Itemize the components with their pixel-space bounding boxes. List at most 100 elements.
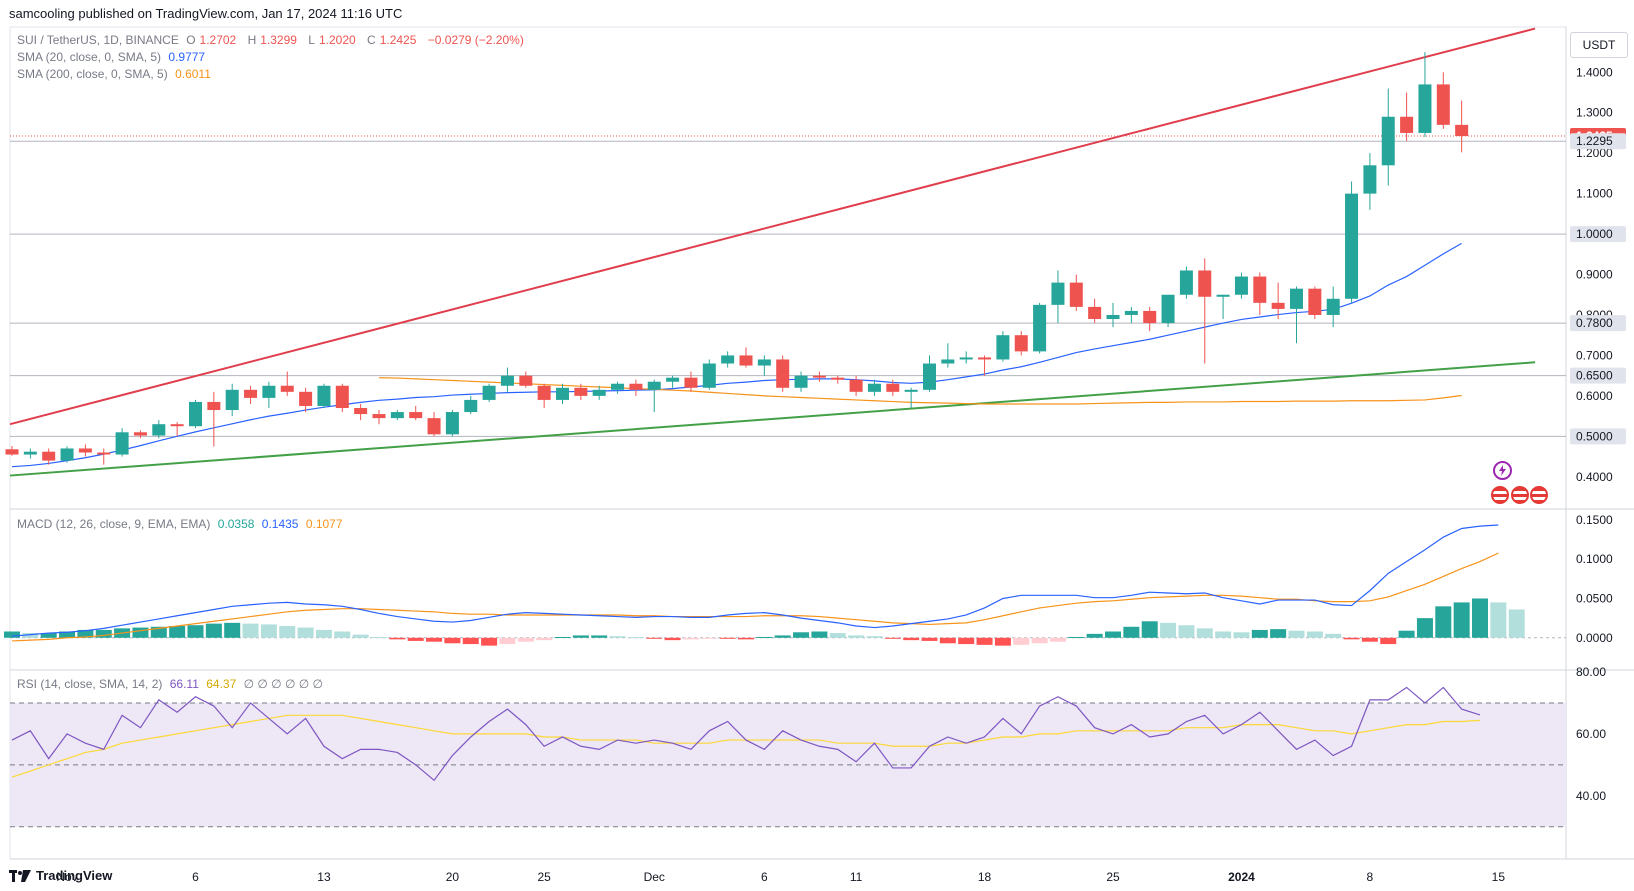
candle-body — [115, 432, 129, 455]
macd-histogram-bar — [242, 623, 259, 638]
level-badge — [1570, 315, 1626, 332]
rsi-label: RSI (14, close, SMA, 14, 2) — [17, 677, 163, 691]
macd-histogram-bar — [1472, 598, 1488, 638]
chart-frame — [9, 26, 1634, 860]
macd-histogram-bar — [866, 636, 883, 638]
level-badge — [1570, 367, 1626, 384]
macd-histogram-bar — [187, 625, 204, 638]
time-tick-label: Dec — [644, 870, 665, 884]
candle-body — [1234, 276, 1248, 295]
support-trendline — [9, 361, 1536, 477]
publish-caption: samcooling published on TradingView.com,… — [9, 6, 403, 21]
candle-body — [1143, 310, 1157, 324]
macd-histogram-bar — [481, 637, 498, 646]
tradingview-logo[interactable]: TradingView — [9, 868, 112, 883]
tradingview-logo-icon — [9, 869, 31, 882]
macd-histogram-bar — [1141, 621, 1158, 638]
macd-histogram-bar — [224, 622, 241, 638]
candle-body — [702, 363, 716, 388]
price-tick-label: 1.0000 — [1576, 227, 1613, 241]
candle-body — [299, 391, 313, 406]
candle-body — [1216, 294, 1230, 297]
sma20-value: 0.9777 — [168, 50, 206, 64]
sma20-legend: SMA (20, close, 0, SMA, 5) 0.9777 — [17, 50, 209, 64]
price-tick-label: 0.4000 — [1576, 470, 1613, 484]
candle-body — [666, 377, 680, 382]
rsi-tick-label: 60.00 — [1576, 727, 1606, 741]
candle-body — [225, 389, 239, 411]
macd-histogram-bar — [884, 637, 901, 639]
candle-body — [941, 359, 955, 364]
us-flag-icon[interactable] — [1511, 486, 1529, 504]
macd-histogram-bar — [572, 635, 589, 638]
macd-histogram-bar — [1380, 637, 1397, 645]
open-value: 1.2702 — [199, 33, 237, 47]
candle-body — [1106, 314, 1120, 320]
price-tick-label: 0.5000 — [1576, 429, 1613, 443]
currency-unit-button[interactable]: USDT — [1570, 32, 1628, 58]
sma20-label: SMA (20, close, 0, SMA, 5) — [17, 50, 162, 64]
macd-histogram-bar — [939, 637, 956, 644]
candle-body — [867, 383, 881, 392]
time-tick-label: 6 — [761, 870, 768, 884]
macd-tick-label: 0.0000 — [1576, 631, 1613, 645]
rsi-sma-value: 64.37 — [206, 677, 237, 691]
sma20-line — [11, 242, 1462, 468]
price-tick-label: 1.1000 — [1576, 187, 1613, 201]
macd-histogram-bar — [976, 637, 993, 645]
macd-histogram-bar — [1123, 626, 1140, 638]
macd-histogram-bar — [682, 637, 699, 640]
us-flag-icon[interactable] — [1530, 486, 1548, 504]
macd-histogram-bar — [646, 637, 663, 639]
macd-legend: MACD (12, 26, close, 9, EMA, EMA) 0.0358… — [17, 517, 347, 531]
macd-histogram-bar — [315, 629, 332, 638]
chart-border — [9, 26, 1567, 860]
macd-histogram-bar — [701, 637, 718, 639]
macd-histogram-bar — [389, 637, 406, 640]
macd-histogram-bar — [756, 636, 773, 638]
candle-body — [1381, 116, 1395, 166]
macd-histogram-bar — [1013, 637, 1030, 645]
time-axis: Nov 6 13 20 25 Dec 6 11 18 25 2024 8 15 — [56, 870, 1505, 884]
candle-body — [280, 385, 294, 392]
macd-histogram-bar — [627, 636, 644, 638]
last-price-badge — [1570, 127, 1626, 144]
macd-signal-line — [11, 552, 1499, 642]
rsi-line — [11, 686, 1481, 782]
sma-lines — [11, 242, 1462, 468]
macd-histogram-bar — [297, 627, 314, 638]
candle-body — [1069, 282, 1083, 307]
macd-histogram-bar — [1343, 637, 1360, 640]
macd-histogram-bar — [1361, 637, 1378, 642]
macd-histogram-bar — [921, 637, 938, 641]
rsi-band-background — [10, 702, 1566, 827]
candle-body — [1308, 288, 1322, 315]
candle-body — [262, 385, 276, 398]
level-badge — [1570, 133, 1626, 150]
macd-tick-label: 0.0500 — [1576, 591, 1613, 605]
macd-histogram-bar — [793, 632, 810, 638]
macd-pane: 0.1500 0.1000 0.0500 0.0000 — [4, 513, 1613, 646]
macd-signal-value: 0.1077 — [305, 517, 343, 531]
macd-hist-value: 0.0358 — [217, 517, 255, 531]
us-flag-icon[interactable] — [1491, 486, 1509, 504]
candle-body — [244, 389, 258, 398]
candle-body — [739, 355, 753, 366]
macd-histogram-bar — [150, 626, 167, 638]
lightning-icon[interactable] — [1493, 461, 1512, 480]
candle-body — [757, 359, 771, 366]
sma200-line — [378, 377, 1462, 405]
candle-body — [629, 383, 643, 390]
candle-body — [23, 451, 37, 455]
macd-line — [11, 524, 1499, 637]
macd-histogram-bar — [260, 624, 277, 638]
candle-body — [592, 389, 606, 396]
candle-body — [1088, 306, 1102, 320]
tradingview-logo-label: TradingView — [36, 868, 113, 883]
candle-body — [445, 412, 459, 435]
macd-histogram-bar — [132, 627, 149, 638]
macd-histogram-bar — [1325, 633, 1342, 638]
last-price-label: 1.2425 — [1576, 129, 1613, 143]
price-grid — [10, 135, 1566, 437]
